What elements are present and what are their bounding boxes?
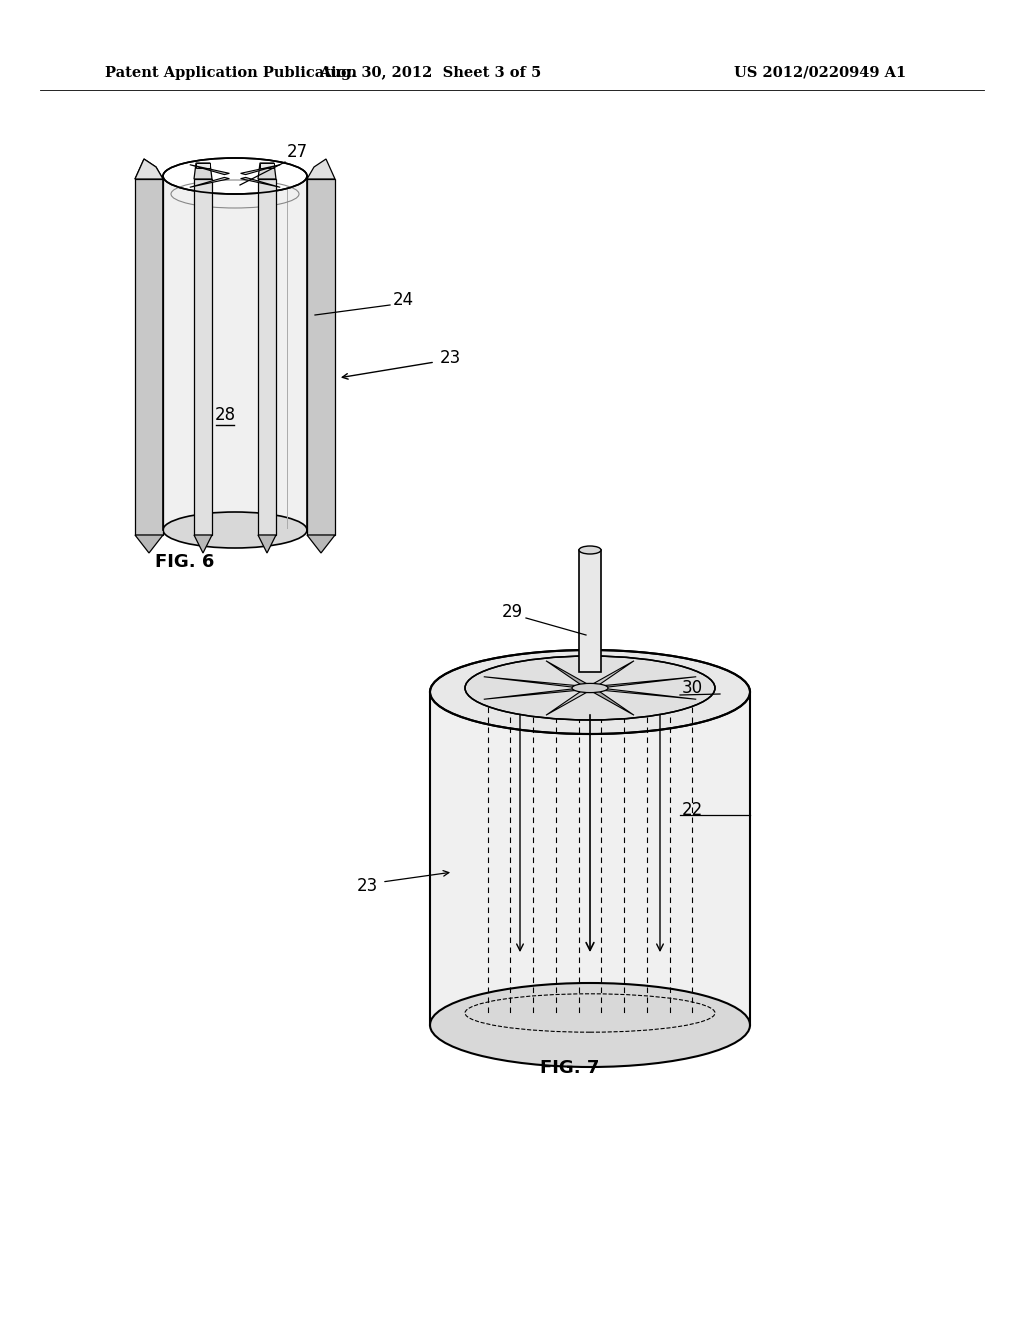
Text: Aug. 30, 2012  Sheet 3 of 5: Aug. 30, 2012 Sheet 3 of 5 [318, 66, 541, 81]
Polygon shape [307, 180, 335, 535]
Polygon shape [307, 158, 335, 180]
Text: 24: 24 [393, 290, 414, 309]
Polygon shape [546, 692, 587, 715]
Text: 27: 27 [287, 143, 308, 161]
Ellipse shape [430, 649, 750, 734]
Polygon shape [194, 180, 212, 535]
Polygon shape [603, 689, 696, 700]
Polygon shape [258, 162, 276, 180]
Ellipse shape [465, 656, 715, 719]
Polygon shape [135, 180, 163, 535]
Text: 22: 22 [682, 801, 703, 818]
Polygon shape [603, 677, 696, 688]
Text: 30: 30 [682, 678, 703, 697]
Polygon shape [189, 177, 229, 187]
Text: 28: 28 [214, 407, 236, 424]
Text: 23: 23 [356, 876, 378, 895]
Ellipse shape [579, 546, 601, 554]
Ellipse shape [572, 684, 608, 693]
Text: FIG. 7: FIG. 7 [541, 1059, 600, 1077]
Polygon shape [135, 535, 163, 553]
Polygon shape [483, 689, 577, 700]
Text: FIG. 6: FIG. 6 [156, 553, 215, 572]
Polygon shape [258, 180, 276, 535]
Polygon shape [307, 535, 335, 553]
Polygon shape [258, 535, 276, 553]
Text: Patent Application Publication: Patent Application Publication [105, 66, 357, 81]
Ellipse shape [430, 983, 750, 1067]
Polygon shape [194, 162, 212, 180]
Polygon shape [593, 692, 634, 715]
Polygon shape [189, 165, 229, 174]
Polygon shape [593, 661, 634, 685]
Polygon shape [260, 162, 274, 168]
Ellipse shape [163, 158, 307, 194]
Text: US 2012/0220949 A1: US 2012/0220949 A1 [734, 66, 906, 81]
Polygon shape [546, 661, 587, 685]
Polygon shape [241, 165, 281, 174]
Text: 29: 29 [502, 603, 523, 620]
Polygon shape [135, 158, 163, 180]
Polygon shape [430, 692, 750, 1026]
Polygon shape [135, 158, 163, 180]
Polygon shape [163, 176, 307, 531]
Ellipse shape [163, 512, 307, 548]
Text: 23: 23 [440, 348, 461, 367]
Polygon shape [483, 677, 577, 688]
Polygon shape [194, 535, 212, 553]
Polygon shape [196, 162, 210, 168]
Polygon shape [579, 550, 601, 672]
Polygon shape [241, 177, 281, 187]
